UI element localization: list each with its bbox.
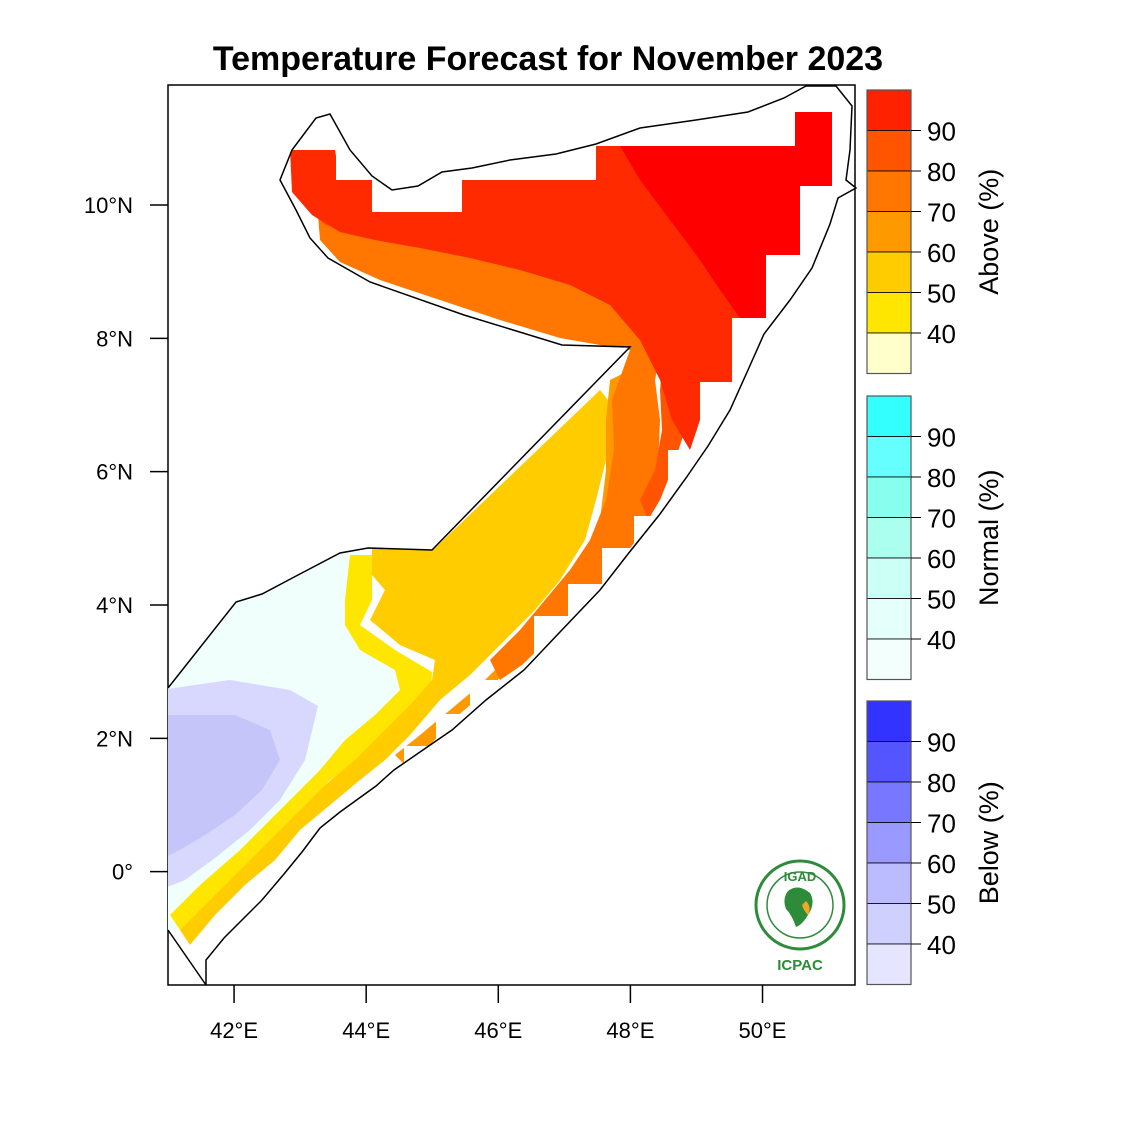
logo-centre-name: ICPAC: [777, 957, 823, 974]
lat-tick-label: 10°N: [84, 193, 133, 218]
colorbar-above: 90 80 70 60 50 40 Above (%): [866, 89, 1004, 375]
colorbar-tick-label: 80: [927, 768, 956, 798]
colorbar-segment: [866, 781, 912, 823]
colorbar-tick-label: 80: [927, 463, 956, 493]
colorbar-segment: [866, 943, 912, 985]
colorbar-tick-label: 50: [927, 890, 956, 920]
colorbar-tick-label: 50: [927, 585, 956, 615]
lon-tick-label: 44°E: [342, 1018, 390, 1043]
colorbar-segment: [866, 638, 912, 680]
colorbar-segment: [866, 436, 912, 478]
colorbar-segment: [866, 822, 912, 864]
map-panel: 10°N8°N6°N4°N2°N0° 42°E 44°E 46°E 48°E 50°E …: [84, 84, 858, 1043]
colorbar-tick-label: 40: [927, 319, 956, 349]
colorbar-frame: [866, 395, 912, 681]
colorbar-tick-label: 80: [927, 157, 956, 187]
latitude-axis: 10°N 8°N 6°N 4°N 2°N 0°: [84, 193, 168, 885]
lat-tick-label: 8°N: [96, 326, 133, 351]
colorbar-segment: [866, 130, 912, 172]
colorbar-segment: [866, 862, 912, 904]
region-below-50: [168, 715, 280, 860]
region-above-70: [318, 215, 662, 680]
lat-tick-label: 0°: [112, 860, 133, 885]
horn-of-africa-icon: [802, 901, 810, 915]
colorbar-frame: [866, 89, 912, 375]
region-above-40: [170, 555, 432, 930]
kenya-border: [167, 929, 207, 986]
africa-map-icon: [784, 887, 813, 927]
colorbar-tick-label: 40: [927, 625, 956, 655]
lat-tick-label: 6°N: [96, 460, 133, 485]
colorbar-normal: 90 80 70 60 50 40 Normal (%): [866, 395, 1004, 681]
colorbar-segment: [866, 700, 912, 742]
logo-inner-ring: [766, 871, 834, 939]
logo-acronym: IGAD: [784, 869, 817, 884]
colorbar-title: Above (%): [974, 169, 1004, 295]
colorbar-tick-label: 70: [927, 504, 956, 534]
colorbar-segment: [866, 395, 912, 437]
colorbar-segment: [866, 211, 912, 253]
igad-icpac-logo: IGAD ICPAC: [754, 859, 846, 974]
colorbar-segment: [866, 170, 912, 212]
colorbar-tick-label: 60: [927, 544, 956, 574]
region-above-90-core: [620, 112, 832, 318]
lon-tick-label: 46°E: [474, 1018, 522, 1043]
colorbar-legends: 90 80 70 60 50 40 Above (%) 90 80 70 60 50 40 Normal …: [866, 89, 1004, 986]
colorbar-segment: [866, 517, 912, 559]
lat-tick-label: 4°N: [96, 593, 133, 618]
colorbar-title: Normal (%): [974, 469, 1004, 606]
lat-tick-label: 2°N: [96, 726, 133, 751]
longitude-axis: 42°E 44°E 46°E 48°E 50°E: [210, 985, 786, 1043]
colorbar-tick-label: 70: [927, 809, 956, 839]
lon-tick-label: 48°E: [606, 1018, 654, 1043]
colorbar-segment: [866, 89, 912, 131]
colorbar-segment: [866, 598, 912, 640]
colorbar-tick-label: 60: [927, 238, 956, 268]
colorbar-segment: [866, 292, 912, 334]
colorbar-frame: [866, 700, 912, 986]
colorbar-segment: [866, 251, 912, 293]
lon-tick-label: 42°E: [210, 1018, 258, 1043]
colorbar-tick-label: 90: [927, 728, 956, 758]
colorbar-tick-label: 90: [927, 423, 956, 453]
colorbar-segment: [866, 332, 912, 374]
lon-tick-label: 50°E: [739, 1018, 787, 1043]
colorbar-title: Below (%): [974, 781, 1004, 904]
colorbar-tick-label: 50: [927, 279, 956, 309]
country-outline: [167, 85, 858, 985]
colorbar-segment: [866, 903, 912, 945]
region-above-50: [180, 390, 608, 945]
colorbar-tick-label: 40: [927, 930, 956, 960]
colorbar-below: 90 80 70 60 50 40 Below (%): [866, 700, 1004, 986]
colorbar-tick-label: 60: [927, 849, 956, 879]
colorbar-tick-label: 90: [927, 117, 956, 147]
colorbar-segment: [866, 476, 912, 518]
figure-title: Temperature Forecast for November 2023: [213, 40, 883, 78]
colorbar-tick-label: 70: [927, 198, 956, 228]
colorbar-segment: [866, 557, 912, 599]
colorbar-segment: [866, 741, 912, 783]
